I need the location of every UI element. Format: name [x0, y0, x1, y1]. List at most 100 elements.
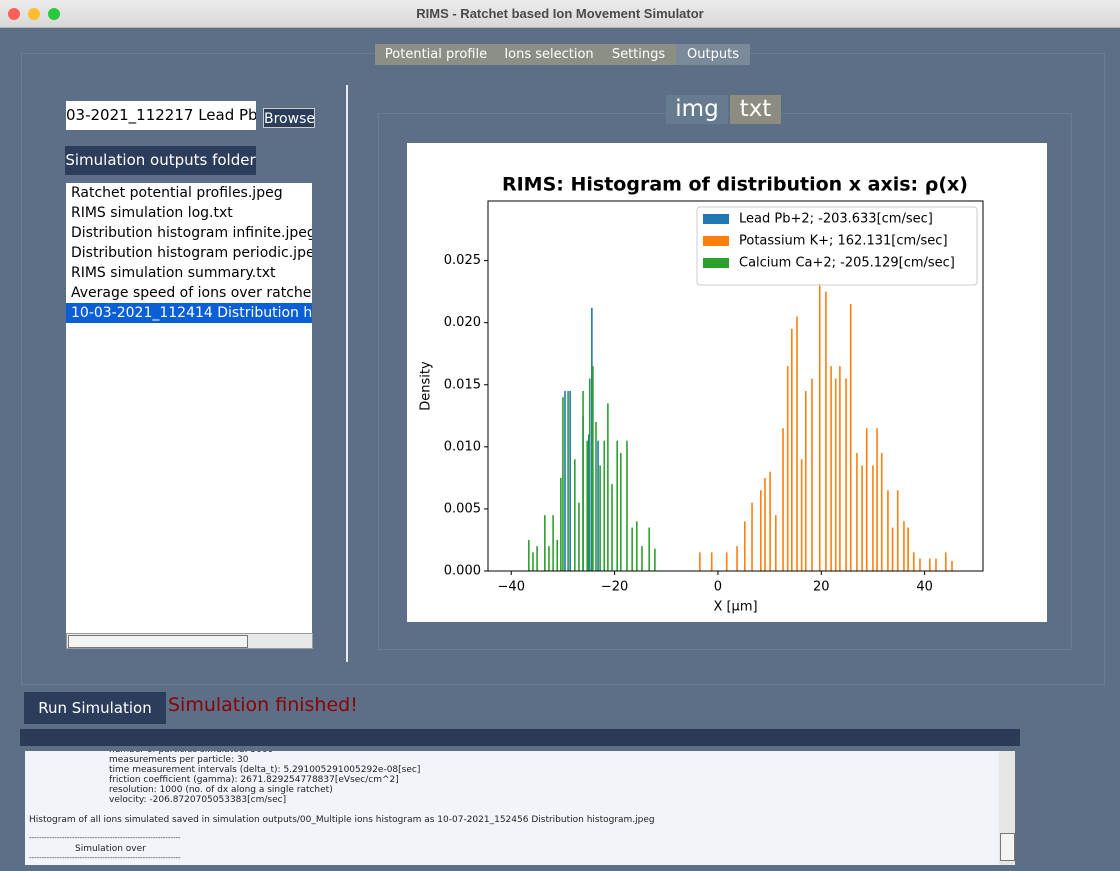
- y-tick-label: 0.015: [444, 377, 481, 392]
- divider: [346, 85, 348, 662]
- bar: [907, 527, 909, 571]
- tab[interactable]: Ions selection: [497, 44, 601, 65]
- file-item[interactable]: RIMS simulation summary.txt: [71, 265, 276, 281]
- bar: [804, 390, 807, 571]
- tab[interactable]: Outputs: [676, 44, 750, 65]
- log-line: ----------------------------------------…: [29, 834, 181, 842]
- file-list: Ratchet potential profiles.jpeg RIMS sim…: [66, 183, 312, 633]
- file-entry[interactable]: 03-2021_112217 Lead Pb+2: [66, 101, 256, 130]
- bar: [588, 378, 591, 571]
- browse-button[interactable]: Browse: [263, 108, 315, 128]
- bar: [764, 477, 766, 571]
- view-tab[interactable]: img: [666, 95, 728, 124]
- bar: [587, 434, 590, 571]
- bar: [616, 440, 618, 571]
- bar: [861, 465, 863, 571]
- bar: [935, 558, 937, 571]
- zoom-button[interactable]: [48, 8, 60, 20]
- y-axis-label: Density: [419, 361, 434, 411]
- log-line: ----------------------------------------…: [29, 854, 181, 862]
- y-tick-label: 0.010: [444, 439, 481, 454]
- x-axis-label: X [μm]: [713, 600, 757, 615]
- y-tick-label: 0.000: [444, 564, 481, 579]
- log-line: resolution: 1000 (no. of dx along a sing…: [109, 785, 333, 795]
- file-item[interactable]: 10-03-2021_112414 Distribution histogram…: [66, 303, 312, 323]
- legend-label: Potassium K+; 162.131[cm/sec]: [739, 234, 948, 249]
- log-line: velocity: -206.8720705053383[cm/sec]: [109, 795, 287, 805]
- window-title: RIMS - Ratchet based Ion Movement Simula…: [416, 6, 704, 21]
- x-tick-label: 0: [714, 580, 722, 595]
- y-tick-label: 0.020: [444, 315, 481, 330]
- bar: [595, 422, 597, 571]
- bar: [567, 390, 569, 571]
- h-scrollbar[interactable]: [66, 633, 313, 649]
- bar: [556, 539, 559, 571]
- bar: [736, 546, 738, 571]
- status-text: Simulation finished!: [168, 694, 358, 716]
- bar: [849, 304, 852, 571]
- file-item[interactable]: Average speed of ions over ratchet cycle…: [71, 285, 312, 301]
- bar: [903, 521, 905, 571]
- bar: [928, 558, 931, 571]
- bar: [872, 465, 874, 571]
- scroll-thumb[interactable]: [68, 635, 248, 648]
- bar: [710, 552, 713, 571]
- bar: [912, 552, 915, 571]
- bar: [654, 548, 656, 571]
- bar: [528, 539, 530, 571]
- log-line: Simulation over: [75, 844, 146, 854]
- chart-title: RIMS: Histogram of distribution x axis: …: [502, 174, 968, 196]
- v-scrollbar[interactable]: [999, 751, 1015, 865]
- bar: [699, 552, 701, 571]
- legend-swatch: [703, 258, 729, 268]
- folder-button[interactable]: Simulation outputs folder: [65, 146, 256, 175]
- view-tab[interactable]: txt: [730, 95, 781, 124]
- close-button[interactable]: [8, 8, 20, 20]
- x-tick-label: −20: [601, 580, 628, 595]
- bar: [825, 291, 827, 571]
- minimize-button[interactable]: [28, 8, 40, 20]
- bar: [636, 521, 638, 571]
- file-item[interactable]: Distribution histogram infinite.jpeg: [71, 225, 312, 241]
- bar: [796, 316, 798, 571]
- bar: [611, 484, 613, 571]
- legend-swatch: [703, 214, 729, 224]
- y-tick-label: 0.005: [444, 501, 481, 516]
- scroll-thumb[interactable]: [1000, 833, 1015, 861]
- y-tick-label: 0.025: [444, 253, 481, 268]
- bar: [880, 453, 883, 571]
- bar: [560, 477, 562, 571]
- bar: [811, 378, 813, 571]
- bar: [919, 558, 921, 571]
- bar: [725, 552, 728, 571]
- bar: [536, 546, 538, 571]
- progress-bar: [20, 729, 1020, 746]
- bar: [532, 552, 534, 571]
- tab[interactable]: Potential profile: [375, 44, 497, 65]
- x-tick-label: 20: [813, 580, 830, 595]
- file-item[interactable]: Distribution histogram periodic.jpeg: [71, 245, 312, 261]
- title-bar: RIMS - Ratchet based Ion Movement Simula…: [0, 0, 1120, 28]
- bar: [891, 527, 894, 571]
- tab[interactable]: Settings: [601, 44, 676, 65]
- run-button[interactable]: Run Simulation: [24, 692, 166, 724]
- legend-box: [696, 206, 978, 286]
- log-line: number of particles simulated: 5000: [109, 751, 273, 755]
- x-tick-label: −40: [498, 580, 525, 595]
- log-line: measurements per particle: 30: [109, 755, 249, 765]
- bar: [607, 403, 609, 571]
- log-text: number of particles simulated: 5000 meas…: [25, 751, 999, 865]
- bar: [544, 515, 546, 571]
- file-item[interactable]: Ratchet potential profiles.jpeg: [71, 185, 283, 201]
- bar: [769, 471, 771, 571]
- bar: [791, 328, 793, 571]
- bar: [626, 440, 628, 571]
- file-item[interactable]: RIMS simulation log.txt: [71, 205, 233, 221]
- legend-label: Lead Pb+2; -203.633[cm/sec]: [739, 212, 933, 227]
- bar: [564, 390, 566, 571]
- bar: [800, 459, 803, 571]
- bar: [582, 390, 584, 571]
- bar: [744, 521, 746, 571]
- bar: [619, 453, 622, 571]
- bar: [578, 502, 580, 571]
